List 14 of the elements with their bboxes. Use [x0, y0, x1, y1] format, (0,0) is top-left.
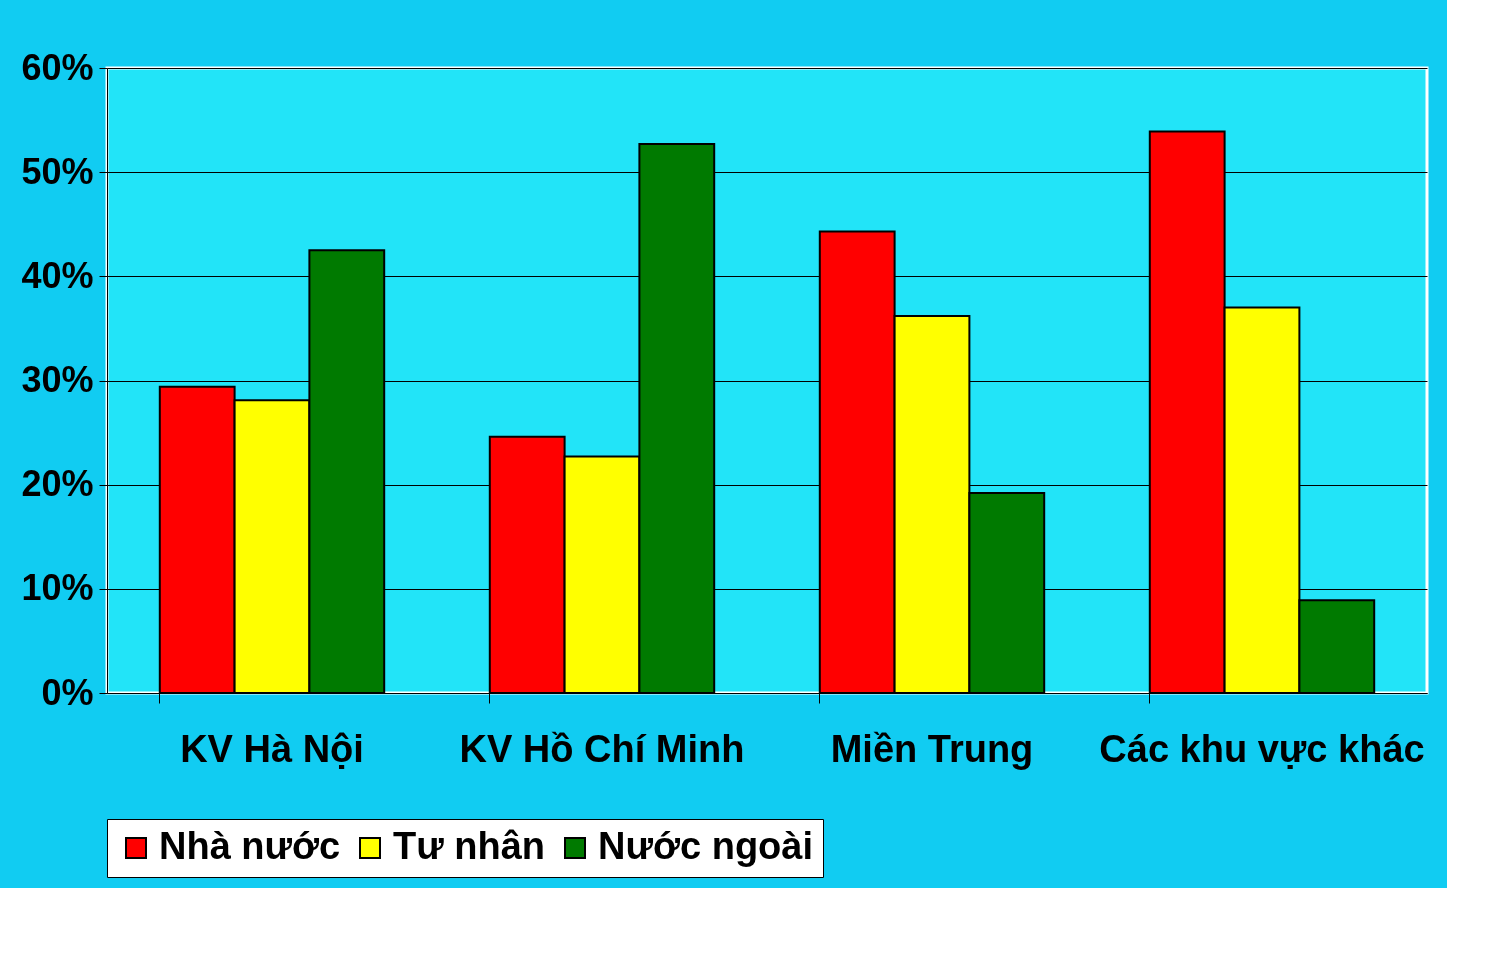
- legend-label: Tư nhân: [393, 825, 546, 867]
- y-tick-label: 0%: [41, 671, 94, 713]
- y-tick-label: 10%: [21, 567, 94, 609]
- x-tick-label: Các khu vực khác: [1099, 727, 1425, 770]
- y-tick-label: 30%: [21, 359, 94, 400]
- x-tick-label: Miền Trung: [830, 727, 1034, 770]
- legend-label: Nước ngoài: [598, 825, 813, 867]
- y-tick-label: 60%: [21, 46, 94, 88]
- x-tick-label: KV Hồ Chí Minh: [459, 727, 745, 770]
- y-tick-label: 20%: [21, 463, 94, 505]
- x-tick-label: KV Hà Nội: [180, 727, 364, 770]
- y-tick-label: 50%: [21, 150, 94, 192]
- y-tick-label: 40%: [21, 254, 94, 296]
- legend-label: Nhà nước: [159, 825, 341, 867]
